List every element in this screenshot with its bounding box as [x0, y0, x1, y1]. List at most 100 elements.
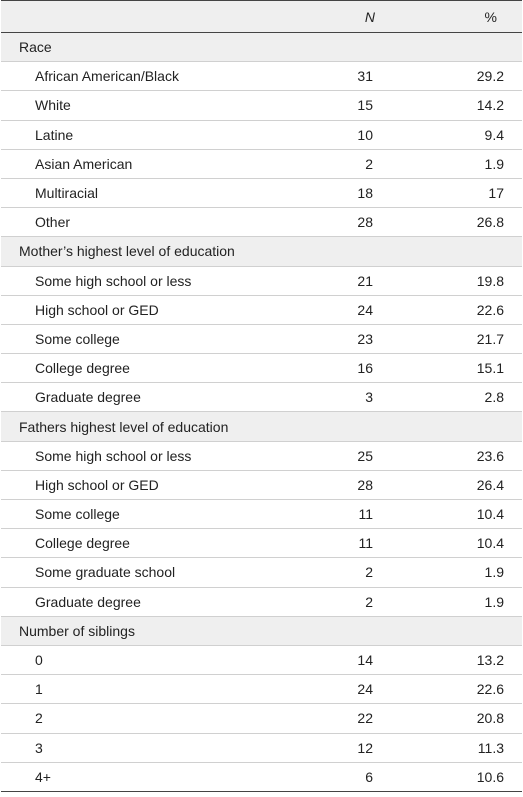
row-percent: 9.4	[416, 120, 522, 150]
table-row: Multiracial 18 17	[1, 178, 522, 208]
row-percent: 20.8	[416, 703, 522, 733]
table-row: High school or GED 24 22.6	[1, 295, 522, 325]
row-percent: 2.8	[416, 382, 522, 412]
row-label: College degree	[1, 528, 306, 558]
row-n: 24	[306, 674, 416, 704]
group-fill-cell	[416, 616, 522, 646]
row-n: 6	[306, 762, 416, 792]
row-n: 16	[306, 353, 416, 383]
table-row: 2 22 20.8	[1, 703, 522, 733]
row-n: 15	[306, 90, 416, 121]
table-header: N %	[1, 0, 522, 33]
table-body: Race African American/Black 31 29.2 Whit…	[1, 32, 522, 792]
group-title: Number of siblings	[1, 616, 306, 646]
row-n: 2	[306, 557, 416, 588]
row-n: 3	[306, 382, 416, 412]
table-row: 4+ 6 10.6	[1, 762, 522, 792]
row-n: 11	[306, 528, 416, 558]
row-percent: 10.4	[416, 528, 522, 558]
header-percent: %	[416, 0, 522, 33]
row-percent: 11.3	[416, 733, 522, 763]
row-percent: 23.6	[416, 441, 522, 471]
row-percent: 15.1	[416, 353, 522, 383]
row-n: 23	[306, 324, 416, 354]
row-label: White	[1, 90, 306, 121]
group-fill-cell	[306, 411, 416, 442]
group-row-father-education: Fathers highest level of education	[1, 411, 522, 442]
row-label: Some high school or less	[1, 441, 306, 471]
table-row: College degree 16 15.1	[1, 353, 522, 383]
row-n: 2	[306, 587, 416, 617]
row-n: 28	[306, 470, 416, 500]
group-row-race: Race	[1, 32, 522, 62]
table-row: College degree 11 10.4	[1, 528, 522, 558]
table-row: Latine 10 9.4	[1, 120, 522, 150]
group-row-mother-education: Mother’s highest level of education	[1, 236, 522, 266]
header-n: N	[306, 0, 416, 33]
row-label: Some graduate school	[1, 557, 306, 588]
row-label: Latine	[1, 120, 306, 150]
row-label: Other	[1, 207, 306, 237]
table-row: Some college 11 10.4	[1, 499, 522, 529]
table-row: 1 24 22.6	[1, 674, 522, 704]
group-fill-cell	[306, 32, 416, 62]
row-n: 22	[306, 703, 416, 733]
row-percent: 13.2	[416, 645, 522, 675]
row-percent: 21.7	[416, 324, 522, 354]
row-n: 31	[306, 61, 416, 91]
table-row: White 15 14.2	[1, 90, 522, 121]
row-label: Graduate degree	[1, 382, 306, 412]
row-percent: 22.6	[416, 295, 522, 325]
group-title: Fathers highest level of education	[1, 411, 306, 442]
row-label: 3	[1, 733, 306, 763]
row-percent: 17	[416, 178, 522, 208]
row-label: 0	[1, 645, 306, 675]
row-percent: 1.9	[416, 149, 522, 179]
row-n: 25	[306, 441, 416, 471]
header-row: N %	[1, 0, 522, 33]
table-row: 3 12 11.3	[1, 733, 522, 763]
row-n: 18	[306, 178, 416, 208]
row-label: African American/Black	[1, 61, 306, 91]
row-n: 24	[306, 295, 416, 325]
row-percent: 10.4	[416, 499, 522, 529]
row-percent: 19.8	[416, 266, 522, 296]
group-fill-cell	[306, 236, 416, 266]
table-row: Other 28 26.8	[1, 207, 522, 237]
row-n: 11	[306, 499, 416, 529]
group-fill-cell	[416, 236, 522, 266]
table-row: Some high school or less 21 19.8	[1, 266, 522, 296]
table-row: Graduate degree 3 2.8	[1, 382, 522, 412]
group-title: Mother’s highest level of education	[1, 236, 306, 266]
row-percent: 10.6	[416, 762, 522, 792]
row-percent: 26.8	[416, 207, 522, 237]
row-label: 2	[1, 703, 306, 733]
table-row: High school or GED 28 26.4	[1, 470, 522, 500]
row-label: Some high school or less	[1, 266, 306, 296]
row-label: Graduate degree	[1, 587, 306, 617]
group-fill-cell	[306, 616, 416, 646]
table-row: Asian American 2 1.9	[1, 149, 522, 179]
row-percent: 1.9	[416, 557, 522, 588]
group-fill-cell	[416, 32, 522, 62]
row-percent: 29.2	[416, 61, 522, 91]
row-n: 10	[306, 120, 416, 150]
table-row: Some college 23 21.7	[1, 324, 522, 354]
table-row: Graduate degree 2 1.9	[1, 587, 522, 617]
group-title: Race	[1, 32, 306, 62]
row-n: 14	[306, 645, 416, 675]
row-n: 28	[306, 207, 416, 237]
row-label: College degree	[1, 353, 306, 383]
row-n: 21	[306, 266, 416, 296]
row-label: Some college	[1, 324, 306, 354]
row-n: 2	[306, 149, 416, 179]
row-label: High school or GED	[1, 295, 306, 325]
row-label: 1	[1, 674, 306, 704]
header-label-cell	[1, 0, 306, 33]
row-label: 4+	[1, 762, 306, 792]
row-percent: 1.9	[416, 587, 522, 617]
row-label: Multiracial	[1, 178, 306, 208]
row-percent: 26.4	[416, 470, 522, 500]
